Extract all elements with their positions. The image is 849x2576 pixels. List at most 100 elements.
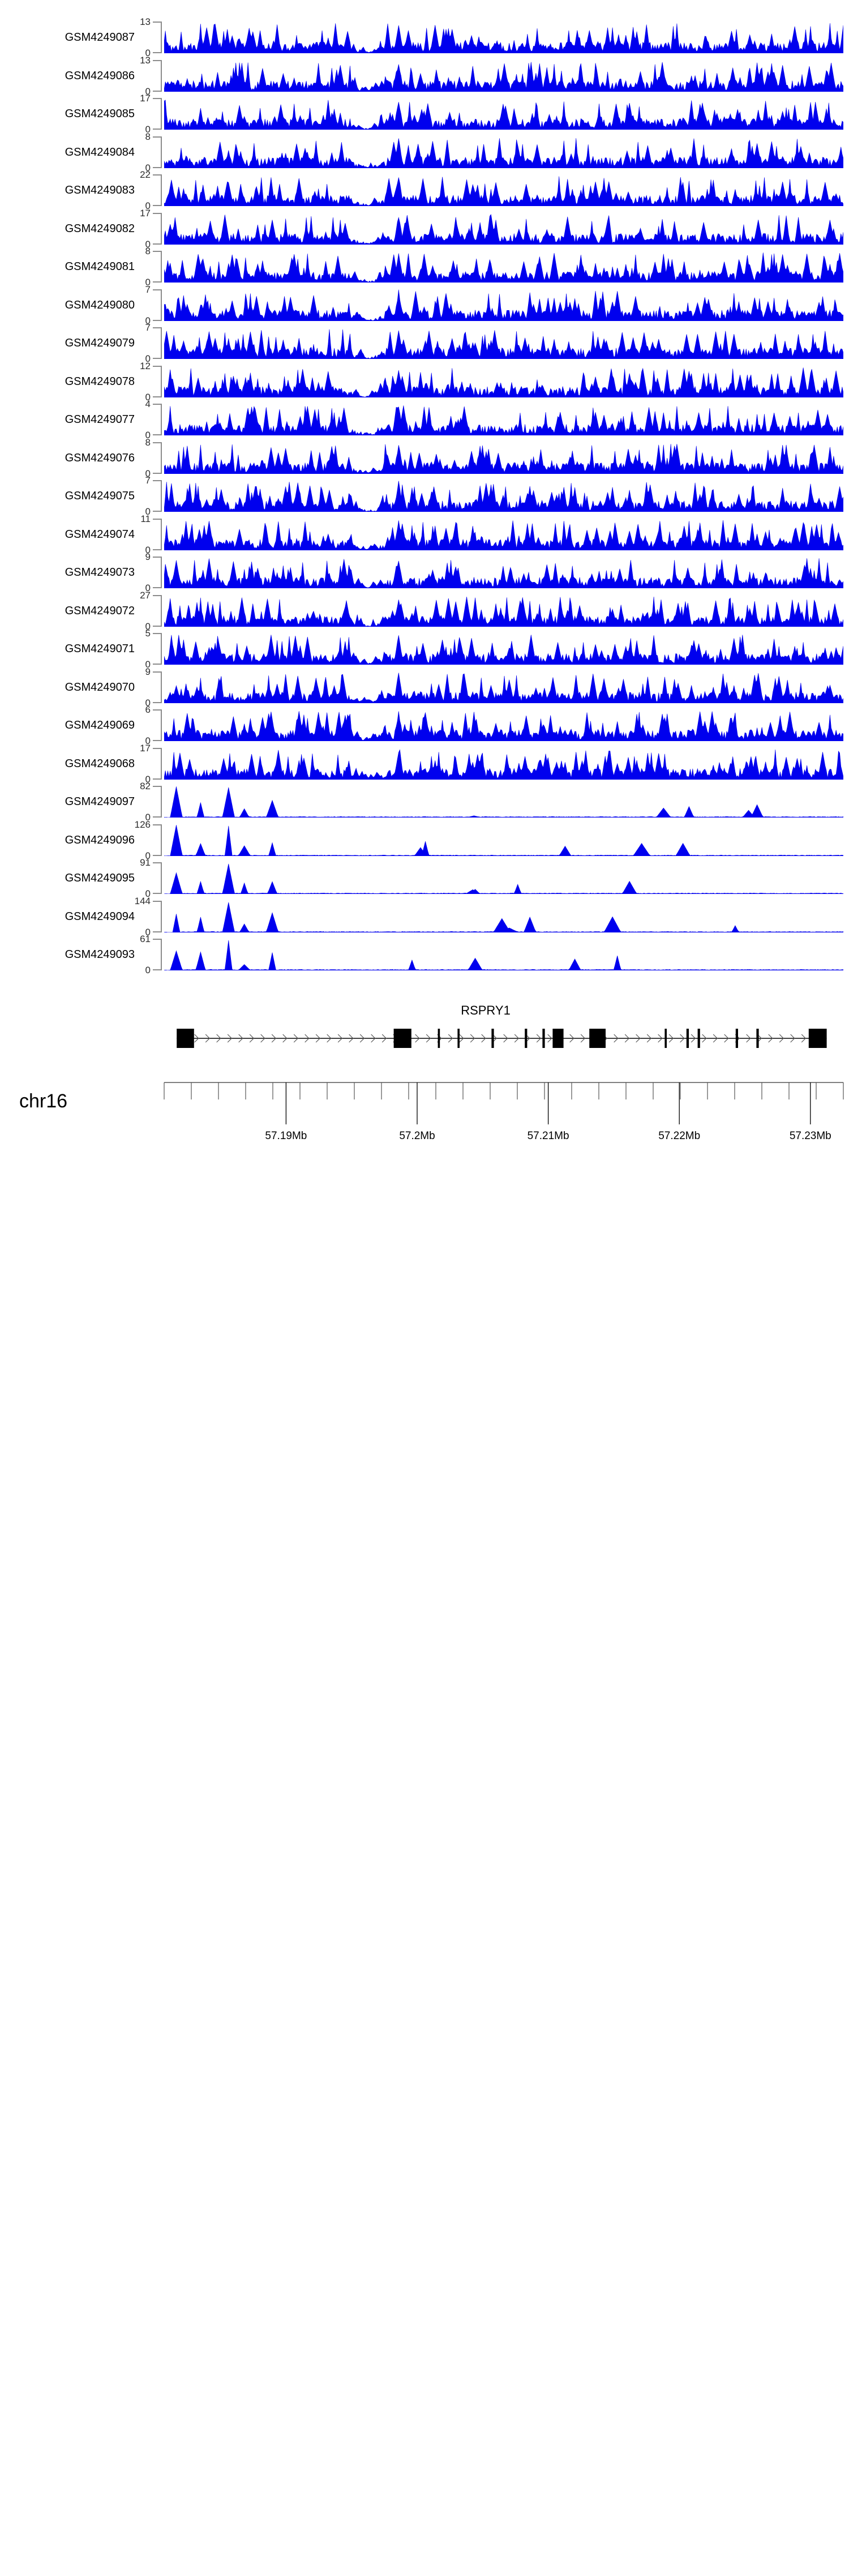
signal-area [164,176,843,206]
track-signal-plot[interactable] [164,174,843,206]
signal-track[interactable]: GSM4249097 82 0 [0,781,849,822]
exon-block[interactable] [808,1028,827,1048]
signal-area [164,405,843,435]
track-signal-plot[interactable] [164,366,843,397]
signal-track[interactable]: GSM4249076 8 0 [0,438,849,478]
exon-block[interactable] [542,1028,545,1048]
track-signal-plot[interactable] [164,327,843,359]
track-signal-plot[interactable] [164,901,843,932]
exon-block[interactable] [686,1028,689,1048]
track-signal-plot[interactable] [164,595,843,627]
y-axis-max-value: 8 [145,246,151,256]
signal-track[interactable]: GSM4249082 17 0 [0,208,849,249]
signal-area [164,100,843,130]
signal-area [164,289,843,321]
signal-track[interactable]: GSM4249096 126 0 [0,820,849,861]
signal-track[interactable]: GSM4249069 6 0 [0,705,849,746]
strand-arrow-icon [624,1034,630,1042]
signal-track[interactable]: GSM4249081 8 0 [0,246,849,287]
signal-track[interactable]: GSM4249080 7 0 [0,285,849,326]
signal-track[interactable]: GSM4249073 9 0 [0,552,849,593]
track-signal-plot[interactable] [164,60,843,92]
track-signal-plot[interactable] [164,98,843,130]
signal-track[interactable]: GSM4249083 22 0 [0,170,849,211]
exon-block[interactable] [664,1028,667,1048]
exon-block[interactable] [735,1028,738,1048]
exon-block[interactable] [697,1028,700,1048]
y-axis-tick-max [153,633,162,634]
strand-arrow-icon [724,1034,729,1042]
track-signal-plot[interactable] [164,557,843,588]
signal-area-svg [164,213,843,245]
strand-arrow-icon [327,1034,332,1042]
y-axis-tick-min [153,243,162,245]
signal-track[interactable]: GSM4249093 61 0 [0,934,849,975]
strand-arrow-icon [503,1034,508,1042]
signal-area-svg [164,289,843,321]
track-signal-plot[interactable] [164,939,843,970]
signal-track[interactable]: GSM4249079 7 0 [0,323,849,363]
signal-track[interactable]: GSM4249070 9 0 [0,667,849,708]
signal-track[interactable]: GSM4249078 12 0 [0,361,849,402]
signal-track[interactable]: GSM4249085 17 0 [0,93,849,134]
strand-arrow-icon [249,1034,255,1042]
y-axis-min-value: 0 [145,544,151,555]
track-signal-plot[interactable] [164,748,843,780]
axis-tick-label: 57.23Mb [790,1130,831,1142]
track-signal-plot[interactable] [164,786,843,818]
gene-model-track: RSPRY1 [0,1003,849,1066]
signal-track[interactable]: GSM4249077 4 0 [0,399,849,440]
genome-coordinate-axis: chr16 57.19Mb 57.2Mb 57.21Mb 57.22Mb 57.23Mb [0,1070,849,1172]
exon-block[interactable] [756,1028,759,1048]
y-axis-tick-min [153,701,162,703]
y-axis-tick-max [153,594,162,596]
track-signal-plot[interactable] [164,709,843,741]
track-signal-plot[interactable] [164,480,843,512]
track-signal-plot[interactable] [164,404,843,435]
signal-area-svg [164,138,843,168]
signal-track[interactable]: GSM4249086 13 0 [0,55,849,96]
exon-block[interactable] [438,1028,440,1048]
signal-track[interactable]: GSM4249094 144 0 [0,896,849,937]
signal-track[interactable]: GSM4249072 27 0 [0,590,849,631]
exon-block[interactable] [589,1028,606,1048]
exon-block[interactable] [525,1028,528,1048]
track-label: GSM4249080 [65,298,135,311]
y-axis-tick-max [153,327,162,328]
track-signal-plot[interactable] [164,289,843,321]
exon-block[interactable] [491,1028,494,1048]
strand-arrow-icon [569,1034,574,1042]
y-axis-line [161,518,162,550]
track-signal-plot[interactable] [164,213,843,245]
signal-area [164,138,843,168]
track-signal-plot[interactable] [164,824,843,856]
strand-arrow-icon [614,1034,619,1042]
signal-track[interactable]: GSM4249068 17 0 [0,743,849,784]
signal-area-svg [164,367,843,397]
track-signal-plot[interactable] [164,251,843,283]
y-axis-min-value: 0 [145,277,151,288]
exon-block[interactable] [457,1028,460,1048]
track-signal-plot[interactable] [164,633,843,665]
exon-block[interactable] [393,1028,411,1048]
strand-arrow-icon [216,1034,221,1042]
track-signal-plot[interactable] [164,22,843,53]
signal-track[interactable]: GSM4249095 91 0 [0,858,849,898]
track-label: GSM4249081 [65,260,135,273]
track-signal-plot[interactable] [164,136,843,168]
signal-track[interactable]: GSM4249087 13 0 [0,17,849,58]
track-signal-plot[interactable] [164,442,843,474]
exon-block[interactable] [177,1028,194,1048]
signal-area-svg [164,824,843,856]
track-signal-plot[interactable] [164,862,843,894]
exon-block[interactable] [552,1028,564,1048]
track-y-axis: 17 0 [135,743,164,784]
strand-arrow-icon [293,1034,299,1042]
track-signal-plot[interactable] [164,519,843,550]
track-signal-plot[interactable] [164,671,843,703]
signal-track[interactable]: GSM4249075 7 0 [0,476,849,516]
signal-track[interactable]: GSM4249084 8 0 [0,132,849,173]
signal-track[interactable]: GSM4249074 11 0 [0,514,849,555]
signal-track[interactable]: GSM4249071 5 0 [0,628,849,669]
y-axis-max-value: 11 [140,513,151,524]
